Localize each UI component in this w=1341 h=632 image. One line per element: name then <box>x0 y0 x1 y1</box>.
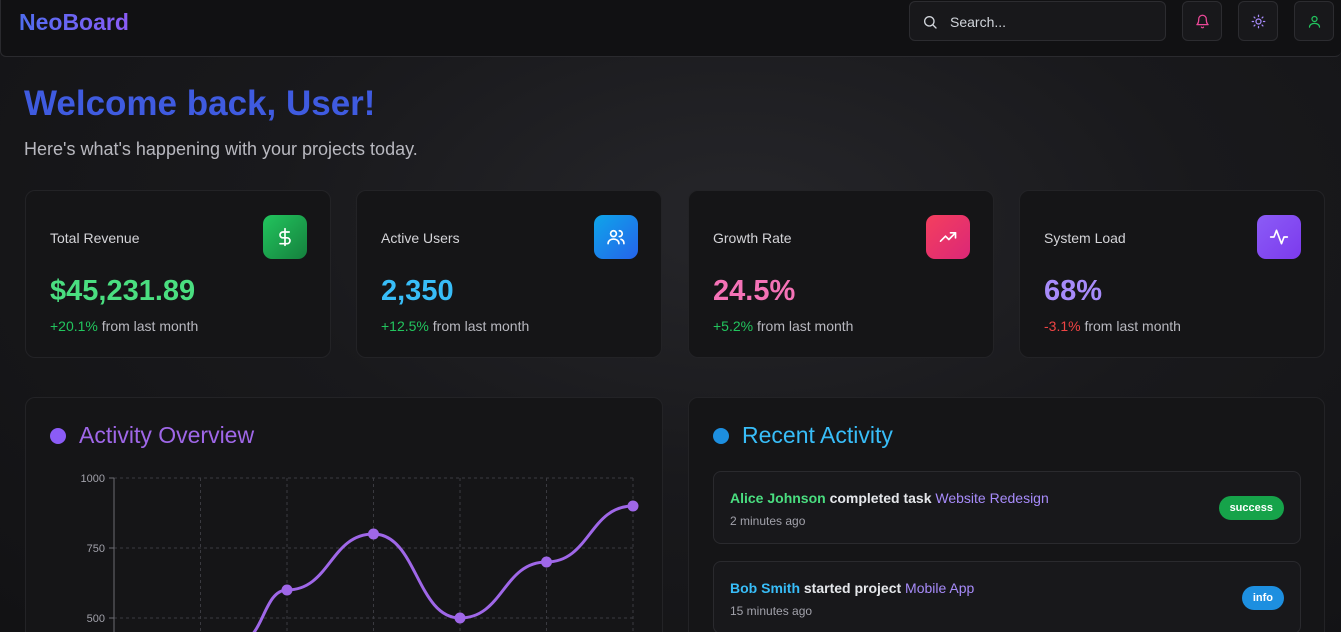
recent-activity-title: Recent Activity <box>742 422 893 448</box>
sun-icon <box>1251 14 1265 28</box>
activity-action: completed task <box>825 490 936 506</box>
activity-description: Bob Smith started project Mobile App <box>730 580 974 596</box>
activity-description: Alice Johnson completed task Website Red… <box>730 490 1049 506</box>
stat-value: $45,231.89 <box>50 275 196 307</box>
stat-delta-percent: +5.2% <box>713 318 754 334</box>
chart-grid <box>114 477 635 632</box>
stat-card-growth-rate[interactable]: Growth Rate 24.5% +5.2% from last month <box>688 190 994 358</box>
stat-delta-percent: -3.1% <box>1044 318 1081 334</box>
activity-overview-panel: Activity Overview <box>25 397 663 632</box>
stat-delta-percent: +20.1% <box>50 318 98 334</box>
activity-item[interactable]: Alice Johnson completed task Website Red… <box>713 471 1301 544</box>
data-point[interactable] <box>627 500 639 512</box>
stat-delta-suffix: from last month <box>1080 318 1181 334</box>
stat-label: Growth Rate <box>713 230 792 246</box>
theme-toggle-button[interactable] <box>1238 1 1278 41</box>
panel-title: Activity Overview <box>50 422 254 449</box>
stat-icon-box <box>926 215 970 259</box>
data-point[interactable] <box>281 584 293 596</box>
stat-delta-suffix: from last month <box>753 318 854 334</box>
status-badge: info <box>1241 586 1284 610</box>
top-bar: NeoBoard <box>0 0 1341 57</box>
stat-delta: +20.1% from last month <box>50 318 198 334</box>
profile-button[interactable] <box>1294 1 1334 41</box>
title-dot <box>713 427 729 444</box>
app-logo[interactable]: NeoBoard <box>19 9 129 35</box>
stat-card-active-users[interactable]: Active Users 2,350 +12.5% from last mont… <box>356 190 662 358</box>
activity-icon <box>1269 229 1289 245</box>
stat-delta-percent: +12.5% <box>381 318 429 334</box>
series-points <box>281 500 639 624</box>
stat-delta: +12.5% from last month <box>381 318 529 334</box>
users-icon <box>607 229 625 245</box>
panel-title: Recent Activity <box>713 422 893 449</box>
activity-item[interactable]: Bob Smith started project Mobile App 15 … <box>713 561 1301 632</box>
stat-value: 68% <box>1044 275 1103 307</box>
activity-time: 2 minutes ago <box>730 514 806 528</box>
activity-time: 15 minutes ago <box>730 604 813 618</box>
stat-label: Active Users <box>381 230 460 246</box>
search-icon <box>924 16 937 29</box>
dollar-icon <box>279 227 291 247</box>
stat-icon-box <box>263 215 307 259</box>
data-point[interactable] <box>368 528 379 540</box>
recent-activity-panel: Recent Activity Alice Johnson completed … <box>688 397 1325 632</box>
stat-value: 2,350 <box>381 275 454 307</box>
activity-user[interactable]: Alice Johnson <box>730 490 826 506</box>
stat-label: Total Revenue <box>50 230 140 246</box>
bell-icon <box>1195 14 1209 28</box>
activity-target[interactable]: Website Redesign <box>935 490 1049 506</box>
activity-target[interactable]: Mobile App <box>905 580 975 596</box>
search-input[interactable] <box>950 11 1150 33</box>
activity-overview-title: Activity Overview <box>79 422 255 448</box>
stat-delta: -3.1% from last month <box>1044 318 1181 334</box>
stat-value: 24.5% <box>713 275 796 307</box>
stat-card-system-load[interactable]: System Load 68% -3.1% from last month <box>1019 190 1325 358</box>
notifications-button[interactable] <box>1182 1 1222 41</box>
title-dot <box>50 427 66 444</box>
search-box[interactable] <box>909 1 1166 41</box>
stat-delta: +5.2% from last month <box>713 318 853 334</box>
data-point[interactable] <box>454 612 466 624</box>
y-tick-label: 750 <box>87 543 105 555</box>
activity-action: started project <box>800 580 906 596</box>
stat-label: System Load <box>1044 230 1126 246</box>
activity-line-chart: 1000 750 500 <box>81 473 639 632</box>
stat-delta-suffix: from last month <box>428 318 530 334</box>
y-tick-label: 1000 <box>81 473 105 485</box>
page-subtitle: Here's what's happening with your projec… <box>24 139 418 159</box>
stat-delta-suffix: from last month <box>97 318 199 334</box>
data-point[interactable] <box>541 556 552 568</box>
page-title: Welcome back, User! <box>24 84 376 123</box>
series-line <box>252 504 634 632</box>
y-tick-label: 500 <box>87 613 105 625</box>
user-icon <box>1308 15 1320 28</box>
chart-y-axis: 1000 750 500 <box>81 473 115 632</box>
stat-card-total-revenue[interactable]: Total Revenue $45,231.89 +20.1% from las… <box>25 190 331 358</box>
status-badge: success <box>1218 496 1284 520</box>
stat-icon-box <box>594 215 638 259</box>
activity-user[interactable]: Bob Smith <box>730 580 800 596</box>
trending-up-icon <box>939 232 957 242</box>
stat-icon-box <box>1257 215 1301 259</box>
